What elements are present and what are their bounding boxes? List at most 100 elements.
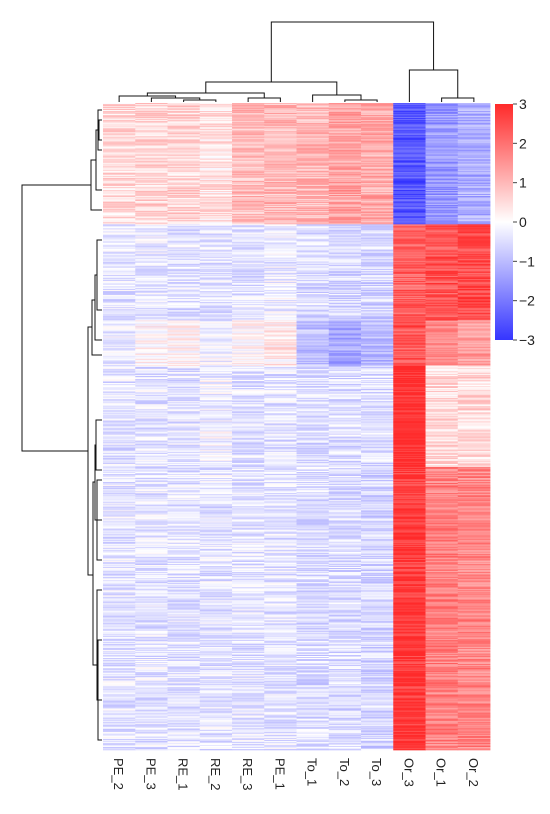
- heatmap-cell: [103, 458, 136, 461]
- heatmap-cell: [103, 239, 136, 241]
- heatmap-cell: [264, 358, 297, 361]
- heatmap-cell: [135, 520, 168, 522]
- heatmap-cell: [232, 180, 265, 183]
- heatmap-cell: [199, 127, 233, 129]
- heatmap-cell: [199, 492, 233, 494]
- heatmap-cell: [167, 313, 201, 315]
- heatmap-cell: [199, 143, 233, 145]
- heatmap-cell: [425, 489, 459, 491]
- heatmap-cell: [393, 118, 426, 120]
- heatmap-cell: [425, 123, 459, 125]
- heatmap-cell: [361, 371, 394, 374]
- heatmap-cell: [296, 121, 330, 123]
- heatmap-cell: [328, 352, 362, 355]
- heatmap-cell: [167, 149, 201, 151]
- heatmap-cell: [328, 362, 362, 365]
- heatmap-cell: [167, 192, 201, 195]
- heatmap-cell: [135, 131, 168, 133]
- heatmap-cell: [135, 344, 168, 346]
- heatmap-cell: [296, 418, 330, 420]
- heatmap-cell: [425, 171, 459, 174]
- heatmap-cell: [232, 461, 265, 464]
- heatmap-cell: [264, 193, 297, 196]
- heatmap-cell: [103, 243, 136, 245]
- heatmap-cell: [361, 122, 394, 124]
- heatmap-cell: [264, 498, 297, 500]
- heatmap-cell: [296, 109, 330, 111]
- heatmap-cell: [425, 491, 459, 493]
- heatmap-cell: [103, 333, 136, 335]
- heatmap-cell: [135, 231, 168, 233]
- heatmap-cell: [393, 479, 426, 481]
- heatmap-cell: [232, 300, 265, 302]
- heatmap-cell: [393, 201, 426, 203]
- heatmap-cell: [135, 270, 168, 273]
- heatmap-cell: [232, 220, 265, 222]
- heatmap-cell: [296, 511, 330, 513]
- heatmap-cell: [135, 211, 168, 213]
- heatmap-cell: [457, 353, 491, 356]
- heatmap-cell: [199, 184, 233, 187]
- heatmap-cell: [264, 511, 297, 513]
- heatmap-cell: [425, 156, 459, 158]
- heatmap-cell: [425, 110, 459, 112]
- heatmap-cell: [232, 222, 265, 224]
- heatmap-cell: [328, 144, 362, 146]
- heatmap-cell: [103, 160, 136, 162]
- heatmap-cell: [296, 252, 330, 254]
- heatmap-cell: [167, 233, 201, 235]
- heatmap-cell: [103, 359, 136, 362]
- heatmap-cell: [167, 106, 201, 108]
- heatmap-cell: [296, 108, 330, 110]
- heatmap-cell: [103, 261, 136, 264]
- heatmap-cell: [264, 377, 297, 380]
- heatmap-cell: [457, 165, 491, 168]
- heatmap-cell: [361, 395, 394, 397]
- heatmap-cell: [232, 115, 265, 117]
- heatmap-cell: [264, 114, 297, 116]
- heatmap-cell: [296, 311, 330, 313]
- heatmap-cell: [135, 132, 168, 134]
- heatmap-cell: [393, 190, 426, 193]
- heatmap-cell: [264, 292, 297, 294]
- heatmap-cell: [361, 450, 394, 453]
- heatmap-cell: [232, 257, 265, 260]
- heatmap-cell: [135, 397, 168, 399]
- heatmap-cell: [135, 169, 168, 172]
- heatmap-cell: [264, 419, 297, 421]
- heatmap-cell: [264, 467, 297, 470]
- heatmap-cell: [361, 514, 394, 516]
- heatmap-cell: [103, 493, 136, 495]
- heatmap-cell: [232, 264, 265, 267]
- heatmap-cell: [296, 116, 330, 118]
- heatmap-cell: [103, 394, 136, 396]
- heatmap-cell: [103, 445, 136, 448]
- heatmap-cell: [199, 260, 233, 263]
- heatmap-cell: [393, 167, 426, 170]
- heatmap-cell: [425, 190, 459, 193]
- heatmap-cell: [393, 491, 426, 493]
- heatmap-cell: [232, 232, 265, 234]
- heatmap-cell: [167, 262, 201, 265]
- heatmap-cell: [457, 231, 491, 233]
- heatmap-cell: [425, 161, 459, 163]
- heatmap-cell: [361, 219, 394, 221]
- heatmap-cell: [103, 419, 136, 421]
- heatmap-cell: [103, 216, 136, 218]
- heatmap-cell: [328, 411, 362, 413]
- heatmap-cell: [457, 178, 491, 181]
- heatmap-cell: [232, 160, 265, 162]
- heatmap-cell: [425, 438, 459, 440]
- heatmap-cell: [199, 304, 233, 306]
- heatmap-cell: [361, 491, 394, 493]
- heatmap-cell: [361, 363, 394, 366]
- heatmap-cell: [232, 328, 265, 330]
- heatmap-cell: [361, 325, 394, 327]
- heatmap-cell: [103, 449, 136, 452]
- heatmap-cell: [296, 104, 330, 106]
- heatmap-cell: [296, 426, 330, 428]
- heatmap-cell: [167, 128, 201, 130]
- heatmap-cell: [264, 160, 297, 162]
- heatmap-cell: [264, 261, 297, 264]
- heatmap-cell: [264, 282, 297, 285]
